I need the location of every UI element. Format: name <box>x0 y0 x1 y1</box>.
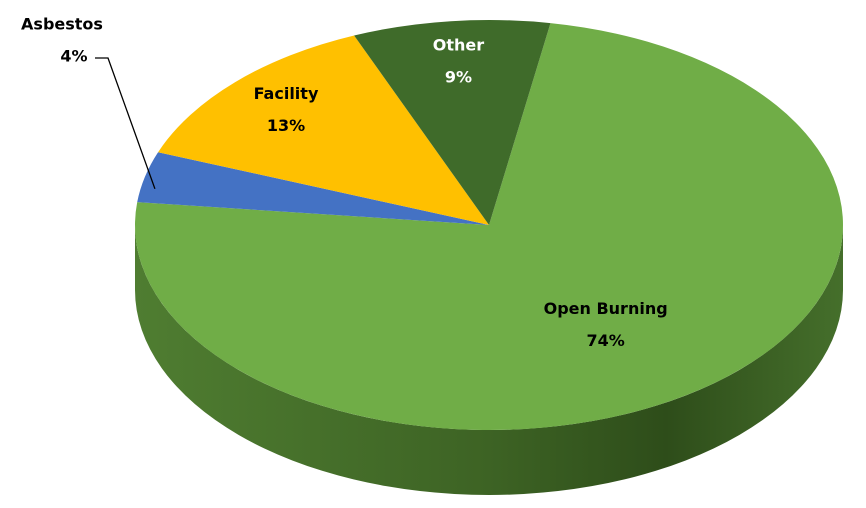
slice <box>158 35 489 225</box>
slice-value: 4% <box>60 47 87 66</box>
slice-value: 13% <box>267 116 305 135</box>
slice-side <box>135 225 843 495</box>
slice <box>137 152 489 225</box>
slice-value: 9% <box>445 67 472 86</box>
slice <box>135 23 844 430</box>
slice-label: Facility <box>254 84 319 103</box>
slice <box>354 20 551 226</box>
slice-label: Open Burning <box>544 299 668 318</box>
slice-value: 74% <box>586 331 624 350</box>
slice-label: Asbestos <box>21 15 103 34</box>
leader-line <box>95 57 156 190</box>
slice-label: Other <box>433 35 484 54</box>
